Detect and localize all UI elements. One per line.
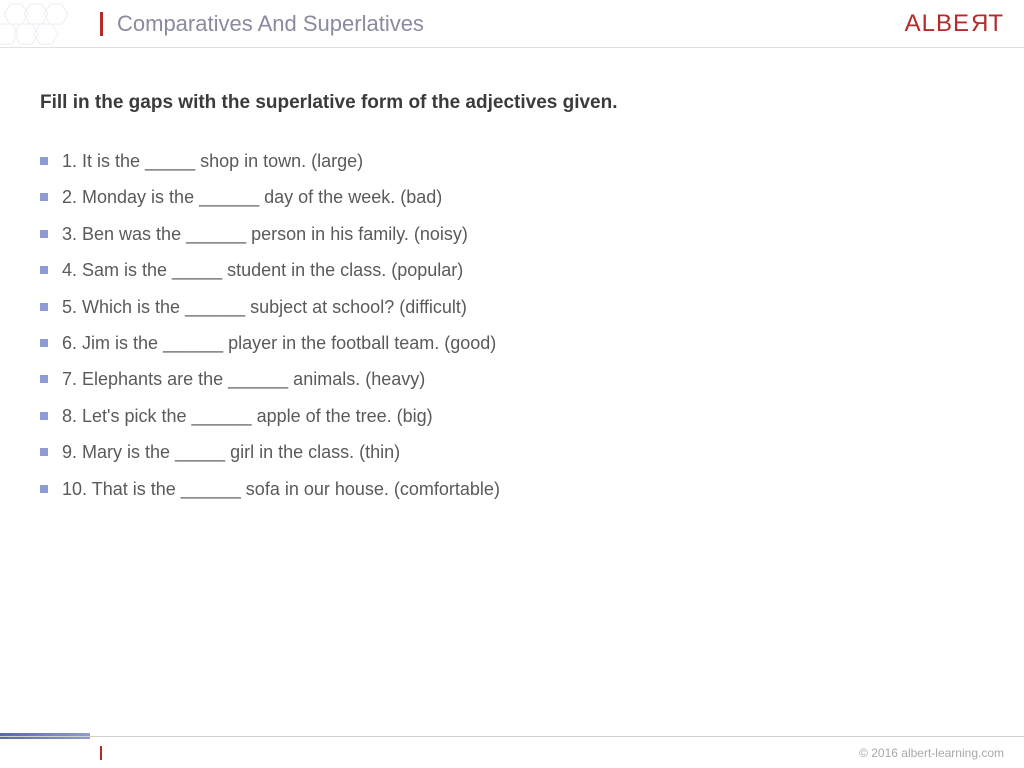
question-item: 2. Monday is the ______ day of the week.…: [40, 186, 984, 209]
question-item: 9. Mary is the _____ girl in the class. …: [40, 441, 984, 464]
question-item: 10. That is the ______ sofa in our house…: [40, 478, 984, 501]
slide-header: Comparatives And Superlatives ALBERT: [0, 0, 1024, 48]
question-item: 1. It is the _____ shop in town. (large): [40, 150, 984, 173]
footer-left: [100, 745, 102, 760]
title-accent-bar: [100, 12, 103, 36]
questions-list: 1. It is the _____ shop in town. (large)…: [40, 150, 984, 501]
slide-title: Comparatives And Superlatives: [117, 11, 424, 37]
question-item: 4. Sam is the _____ student in the class…: [40, 259, 984, 282]
instructions-text: Fill in the gaps with the superlative fo…: [40, 92, 984, 114]
slide-content: Fill in the gaps with the superlative fo…: [0, 48, 1024, 501]
question-item: 6. Jim is the ______ player in the footb…: [40, 332, 984, 355]
question-item: 8. Let's pick the ______ apple of the tr…: [40, 405, 984, 428]
slide-footer: © 2016 albert-learning.com: [0, 736, 1024, 768]
albert-logo: ALBERT: [905, 10, 1004, 38]
question-item: 7. Elephants are the ______ animals. (he…: [40, 368, 984, 391]
question-item: 3. Ben was the ______ person in his fami…: [40, 223, 984, 246]
question-item: 5. Which is the ______ subject at school…: [40, 296, 984, 319]
copyright-text: © 2016 albert-learning.com: [859, 746, 1004, 760]
hexagon-decoration: [0, 0, 90, 48]
header-left: Comparatives And Superlatives: [0, 0, 424, 47]
